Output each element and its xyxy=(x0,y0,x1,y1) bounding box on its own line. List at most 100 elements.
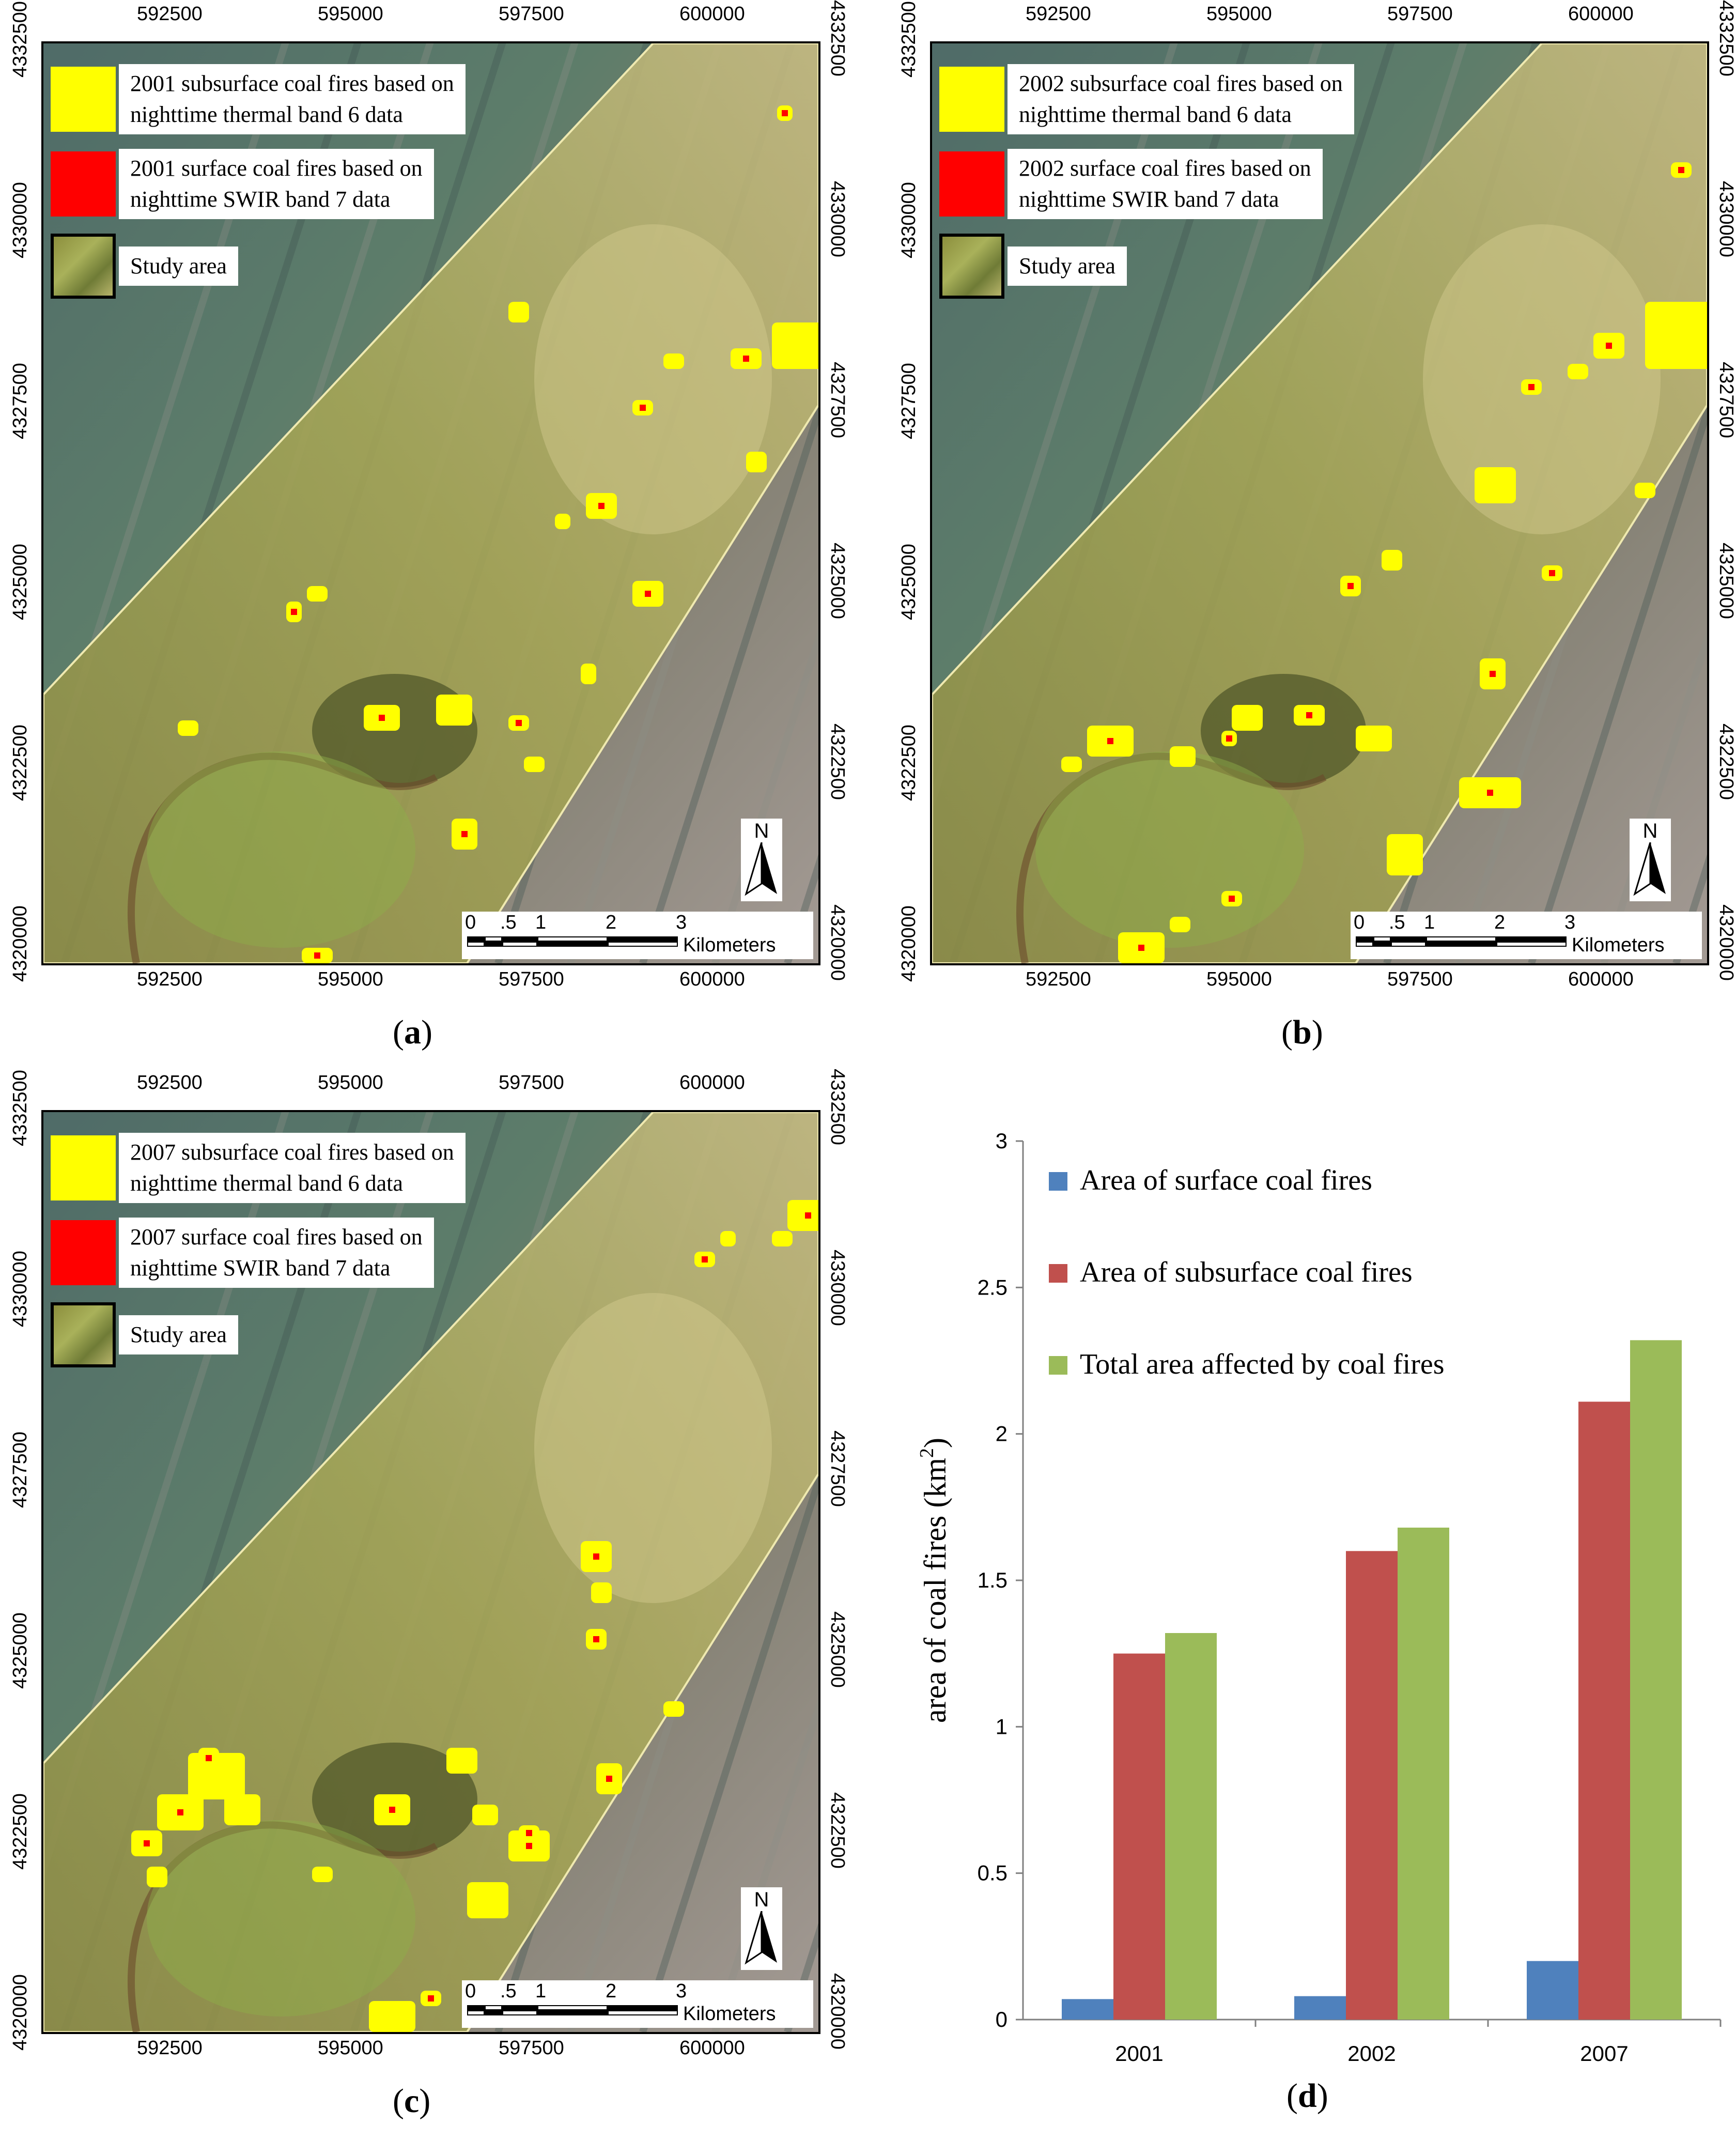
scale-segment xyxy=(485,2005,502,2010)
subsurface-fire-patch xyxy=(591,1582,612,1603)
y-coord-label-right: 4330000 xyxy=(827,1250,848,1326)
subsurface-fire-patch xyxy=(472,1805,498,1825)
subsurface-fire-patch xyxy=(787,1200,818,1231)
caption-a: (a) xyxy=(393,1013,432,1051)
scale-segment xyxy=(1373,942,1391,947)
y-coord-label-right: 4322500 xyxy=(827,723,848,800)
caption-c: (c) xyxy=(393,2082,431,2120)
y-coord-label-right: 4320000 xyxy=(1715,904,1736,981)
scale-segment xyxy=(1356,942,1373,947)
y-coord-label-right: 4327500 xyxy=(1715,362,1736,438)
subsurface-fire-patch xyxy=(1568,364,1588,379)
x-coord-label-top: 600000 xyxy=(1568,3,1634,25)
scale-tick-label: .5 xyxy=(500,1980,517,2002)
scale-unit: Kilometers xyxy=(683,2003,776,2025)
y-coord-label-left: 4332500 xyxy=(9,1070,31,1146)
surface-fire-patch xyxy=(1606,343,1612,349)
legend-surface-label: 2001 surface coal fires based on nightti… xyxy=(119,149,434,219)
x-coord-label-top: 600000 xyxy=(679,3,745,25)
x-coord-label-top: 597500 xyxy=(499,3,564,25)
x-coord-label-top: 597500 xyxy=(1387,3,1453,25)
scale-tick-label: 1 xyxy=(535,912,547,933)
scale-segment xyxy=(537,936,608,942)
legend-subsurface: 2001 subsurface coal fires based on nigh… xyxy=(51,64,466,134)
bar-surface-2007 xyxy=(1527,1961,1578,2020)
scale-tick-label: 2 xyxy=(606,912,617,933)
subsurface-fire-patch xyxy=(1475,467,1516,503)
y-coord-label-left: 4322500 xyxy=(9,1793,31,1870)
surface-fire-patch xyxy=(743,356,749,362)
y-tick-label: 2.5 xyxy=(978,1275,1008,1299)
scale-segment xyxy=(1373,936,1391,942)
legend-label-2: Total area affected by coal fires xyxy=(1080,1348,1445,1380)
y-tick-label: 0 xyxy=(996,2007,1008,2031)
legend-subsurface-swatch xyxy=(939,67,1004,132)
legend-swatch-2 xyxy=(1049,1356,1067,1375)
scale-tick-label: 1 xyxy=(1424,912,1435,933)
subsurface-fire-patch xyxy=(369,2001,415,2032)
caption-d: (d) xyxy=(1287,2077,1328,2115)
legend-surface-label: 2007 surface coal fires based on nightti… xyxy=(119,1218,434,1288)
north-arrow: N xyxy=(741,1887,782,1970)
subsurface-fire-patch xyxy=(1356,726,1392,751)
legend-label-1: Area of subsurface coal fires xyxy=(1080,1256,1413,1288)
x-tick-label: 2001 xyxy=(1115,2041,1163,2066)
scale-tick-label: 1 xyxy=(535,1980,547,2002)
y-coord-label-right: 4327500 xyxy=(827,1430,848,1507)
scale-tick-label: 3 xyxy=(676,912,687,933)
surface-fire-patch xyxy=(593,1553,599,1560)
surface-fire-patch xyxy=(782,110,788,116)
y-coord-label-left: 4330000 xyxy=(9,182,31,258)
y-coord-label-right: 4327500 xyxy=(827,362,848,438)
scale-segment xyxy=(537,942,608,947)
surface-fire-patch xyxy=(144,1840,150,1846)
y-coord-label-left: 4322500 xyxy=(898,725,920,801)
chart-panel-d: 0 0.5 1 1.5 2 2.5 3 area of coal fires (km2) 200… xyxy=(889,1069,1736,2137)
x-coord-label-bottom: 595000 xyxy=(318,2037,383,2059)
map-panel-c: 2007 subsurface coal fires based on nigh… xyxy=(0,1069,868,2137)
scale-bar: 0 .5 1 2 3 Kilometers xyxy=(1351,912,1702,959)
y-coord-label-left: 4320000 xyxy=(9,905,31,982)
scale-bar: 0 .5 1 2 3 Kilometers xyxy=(462,912,813,959)
legend-swatch-1 xyxy=(1049,1264,1067,1283)
x-coord-label-top: 592500 xyxy=(137,3,203,25)
legend-study-area-label: Study area xyxy=(119,1315,238,1354)
legend-surface: 2002 surface coal fires based on nightti… xyxy=(939,149,1323,219)
x-coord-label-top: 597500 xyxy=(499,1072,564,1094)
legend-subsurface: 2007 subsurface coal fires based on nigh… xyxy=(51,1133,466,1203)
legend-subsurface-label: 2007 subsurface coal fires based on nigh… xyxy=(119,1133,466,1203)
subsurface-fire-patch xyxy=(224,1794,260,1825)
legend-subsurface-swatch xyxy=(51,67,116,132)
subsurface-fire-patch xyxy=(772,322,818,369)
x-coord-label-bottom: 595000 xyxy=(1206,968,1272,990)
surface-fire-patch xyxy=(606,1776,612,1782)
x-coord-label-bottom: 600000 xyxy=(679,2037,745,2059)
scale-segment xyxy=(502,2010,537,2015)
x-tick-label: 2007 xyxy=(1580,2041,1628,2066)
scale-segment xyxy=(467,942,485,947)
scale-segment xyxy=(485,942,502,947)
y-coord-label-right: 4322500 xyxy=(827,1792,848,1869)
x-coord-label-bottom: 592500 xyxy=(137,2037,203,2059)
surface-fire-patch xyxy=(1490,671,1496,677)
scale-bar: 0 .5 1 2 3 Kilometers xyxy=(462,1980,813,2028)
subsurface-fire-patch xyxy=(1382,550,1402,571)
y-coord-label-left: 4325000 xyxy=(898,544,920,620)
legend-study-area: Study area xyxy=(939,234,1127,299)
surface-fire-patch xyxy=(640,405,646,411)
scale-tick-label: .5 xyxy=(1389,912,1405,933)
surface-fire-patch xyxy=(291,609,297,615)
y-coord-label-left: 4327500 xyxy=(9,363,31,439)
scale-segment xyxy=(537,2010,608,2015)
scale-segment xyxy=(502,936,537,942)
bar-subsurface-2007 xyxy=(1578,1402,1630,2020)
surface-fire-patch xyxy=(593,1636,599,1642)
legend-study-area: Study area xyxy=(51,1302,238,1367)
legend-study-area-label: Study area xyxy=(119,247,238,286)
y-coord-label-right: 4320000 xyxy=(827,904,848,981)
surface-fire-patch xyxy=(805,1212,811,1219)
legend-study-area-swatch xyxy=(51,234,116,299)
legend-subsurface-swatch xyxy=(51,1135,116,1200)
scale-tick-label: 3 xyxy=(1564,912,1576,933)
y-coord-label-right: 4325000 xyxy=(827,1611,848,1688)
